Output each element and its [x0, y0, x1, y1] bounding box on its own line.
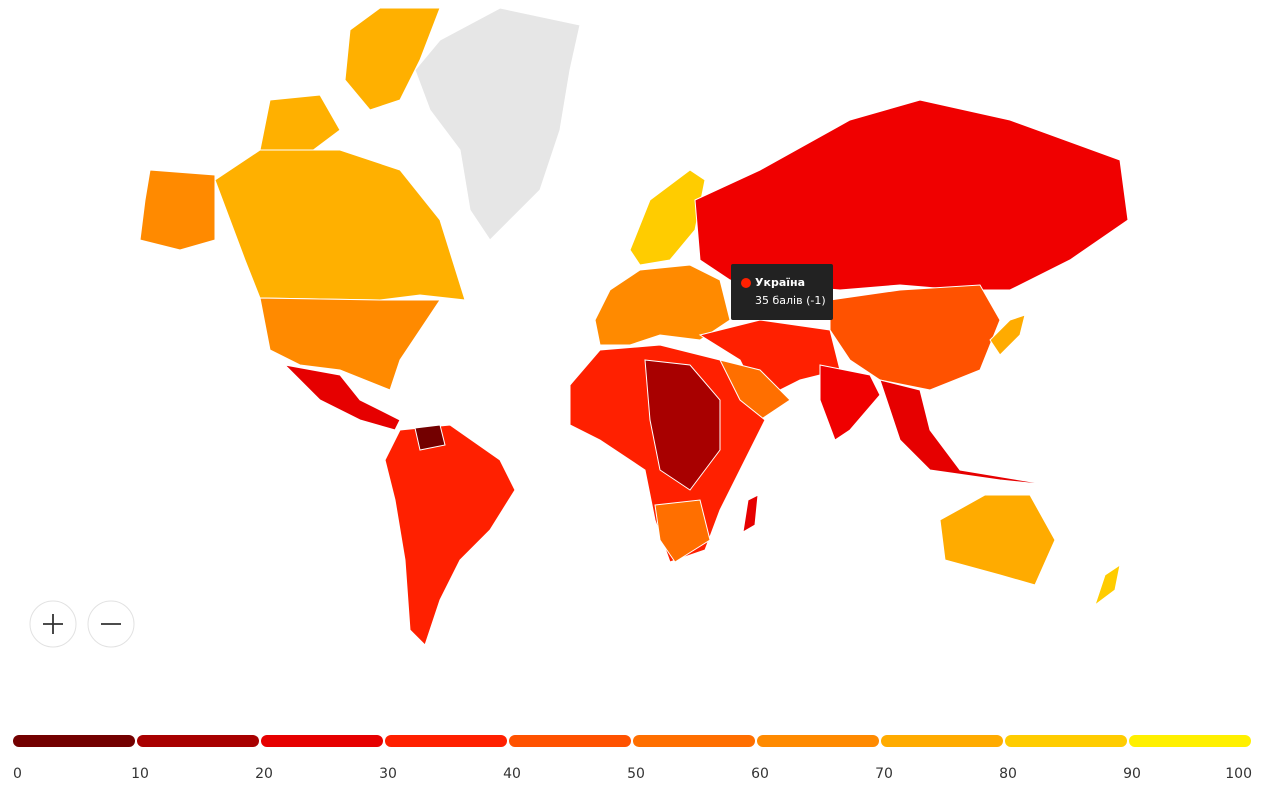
- india: [819, 364, 881, 441]
- legend-tick-label: 70: [875, 766, 893, 782]
- legend-tick-label: 40: [503, 766, 521, 782]
- new-zealand: [1094, 563, 1121, 607]
- venezuela: [414, 424, 446, 451]
- southern-africa: [654, 499, 711, 563]
- tooltip-detail: 35 балів (-1): [755, 294, 826, 307]
- legend-tick-label: 10: [131, 766, 149, 782]
- legend-segment: [881, 735, 1003, 747]
- plus-icon: [43, 614, 63, 634]
- central-africa: [644, 359, 721, 491]
- mexico-central-america: [283, 364, 401, 431]
- tooltip-dot: [741, 278, 751, 288]
- legend-segment: [261, 735, 383, 747]
- tooltip-country: Україна: [755, 276, 805, 289]
- legend-segment: [13, 735, 135, 747]
- legend-tick-label: 100: [1225, 766, 1252, 782]
- legend-tick-label: 0: [13, 766, 22, 782]
- legend-segment: [385, 735, 507, 747]
- scandinavia: [629, 169, 706, 266]
- canada: [214, 149, 466, 301]
- zoom-in-button[interactable]: [29, 600, 77, 648]
- legend-segment: [1005, 735, 1127, 747]
- legend-segment: [757, 735, 879, 747]
- greenland: [414, 7, 581, 241]
- legend-segment: [137, 735, 259, 747]
- legend-tick-label: 80: [999, 766, 1017, 782]
- tooltip: Україна 35 балів (-1): [731, 264, 833, 320]
- south-america: [384, 424, 516, 646]
- legend-tick-label: 90: [1123, 766, 1141, 782]
- madagascar: [742, 494, 759, 533]
- australia: [939, 494, 1056, 586]
- legend-tick-label: 50: [627, 766, 645, 782]
- legend-tick-label: 20: [255, 766, 273, 782]
- legend-tick-label: 30: [379, 766, 397, 782]
- world-map: [139, 7, 1129, 646]
- usa: [259, 297, 441, 391]
- legend-tick-label: 60: [751, 766, 769, 782]
- europe: [594, 264, 731, 346]
- china: [829, 284, 1001, 391]
- tooltip-box: [731, 264, 833, 320]
- southeast-asia: [879, 379, 1051, 486]
- japan: [989, 314, 1026, 356]
- legend: 0 10 20 30 40 50 60 70 80 90 100: [13, 735, 1252, 782]
- legend-segment: [509, 735, 631, 747]
- legend-segment: [633, 735, 755, 747]
- russia: [694, 99, 1129, 291]
- alaska: [139, 169, 216, 251]
- zoom-out-button[interactable]: [87, 600, 135, 648]
- legend-segment: [1129, 735, 1251, 747]
- canada-arctic: [259, 7, 441, 161]
- zoom-controls: [29, 600, 135, 648]
